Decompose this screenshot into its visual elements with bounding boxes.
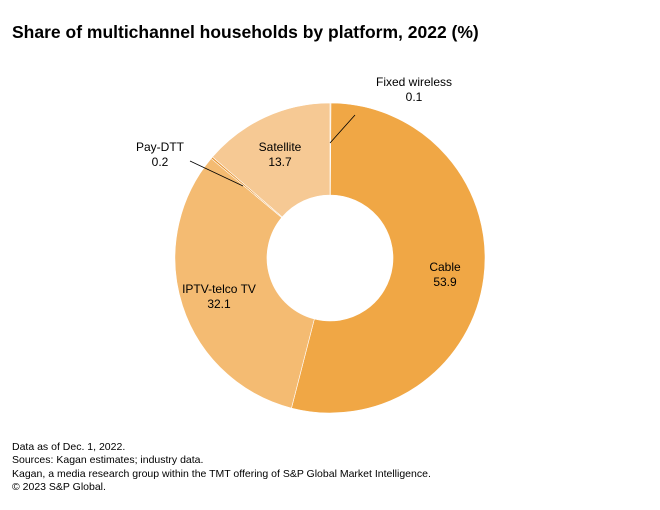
slice-label-iptv-telco-tv: IPTV-telco TV <box>182 282 256 296</box>
slice-iptv-telco-tv <box>174 158 315 409</box>
footer-sources: Sources: Kagan estimates; industry data. <box>12 454 204 467</box>
leader-line-pay-dtt <box>189 160 244 187</box>
slice-value-cable: 53.9 <box>433 275 457 289</box>
slice-label-cable: Cable <box>429 260 461 274</box>
slice-value-satellite: 13.7 <box>268 155 292 169</box>
chart-title: Share of multichannel households by plat… <box>12 22 479 42</box>
footer-data-date: Data as of Dec. 1, 2022. <box>12 441 126 453</box>
slice-label-fixed-wireless: Fixed wireless <box>376 75 452 89</box>
slice-value-iptv-telco-tv: 32.1 <box>207 297 231 311</box>
footer-attribution: Kagan, a media research group within the… <box>12 467 431 480</box>
footer-copyright: © 2023 S&P Global. <box>12 480 106 493</box>
slice-cable <box>291 102 486 414</box>
slice-label-satellite: Satellite <box>259 140 302 154</box>
slice-value-fixed-wireless: 0.1 <box>406 90 423 104</box>
slice-value-pay-dtt: 0.2 <box>152 155 169 169</box>
chart-footer: Data as of Dec. 1, 2022. Sources: Kagan … <box>12 441 431 494</box>
leader-line-fixed-wireless <box>329 114 356 144</box>
slice-label-pay-dtt: Pay-DTT <box>136 140 185 154</box>
slice-satellite <box>212 102 331 218</box>
